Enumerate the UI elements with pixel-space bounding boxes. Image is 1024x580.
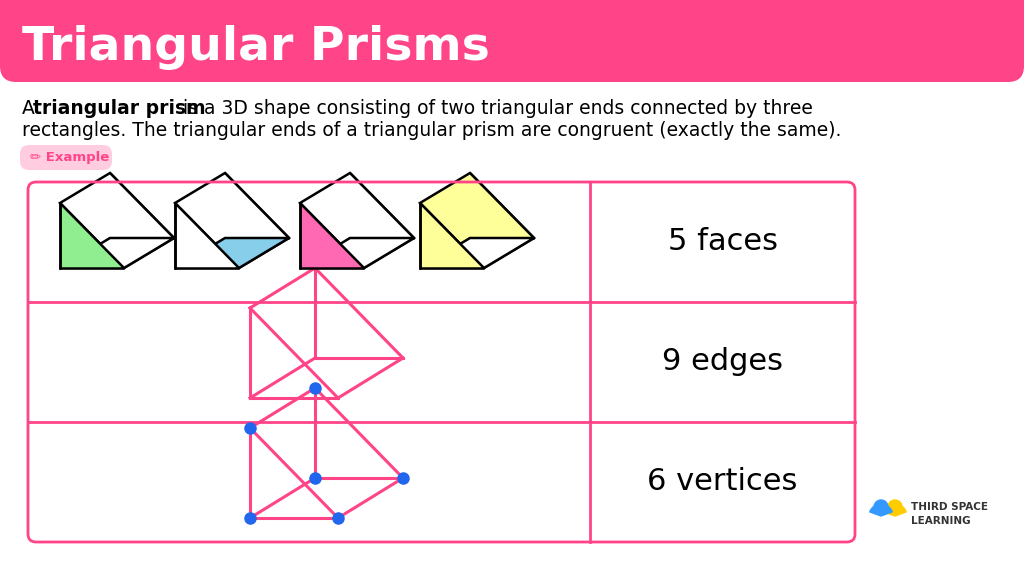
- Circle shape: [874, 500, 888, 514]
- Text: Triangular Prisms: Triangular Prisms: [22, 24, 489, 70]
- Polygon shape: [470, 173, 534, 238]
- Text: triangular prism: triangular prism: [33, 99, 206, 118]
- Text: THIRD SPACE
LEARNING: THIRD SPACE LEARNING: [911, 502, 988, 526]
- Text: 6 vertices: 6 vertices: [647, 467, 798, 496]
- FancyBboxPatch shape: [20, 145, 112, 170]
- Polygon shape: [420, 173, 534, 268]
- Polygon shape: [420, 238, 534, 268]
- Polygon shape: [350, 173, 414, 238]
- Polygon shape: [300, 238, 414, 268]
- FancyBboxPatch shape: [0, 0, 1024, 82]
- Polygon shape: [60, 173, 174, 268]
- Text: A: A: [22, 99, 41, 118]
- Text: 5 faces: 5 faces: [668, 227, 777, 256]
- Bar: [0, 0, 1024, 20]
- Polygon shape: [60, 238, 174, 268]
- Text: 9 edges: 9 edges: [662, 347, 783, 376]
- Polygon shape: [420, 203, 484, 268]
- Wedge shape: [884, 504, 906, 516]
- Polygon shape: [175, 203, 239, 268]
- Circle shape: [888, 500, 902, 514]
- Polygon shape: [175, 173, 289, 268]
- Polygon shape: [300, 203, 364, 268]
- Polygon shape: [110, 173, 174, 238]
- Polygon shape: [60, 203, 124, 268]
- Polygon shape: [225, 173, 289, 238]
- Text: rectangles. The triangular ends of a triangular prism are congruent (exactly the: rectangles. The triangular ends of a tri…: [22, 121, 842, 140]
- Text: is a 3D shape consisting of two triangular ends connected by three: is a 3D shape consisting of two triangul…: [177, 99, 813, 118]
- Polygon shape: [175, 238, 289, 268]
- Text: ✏ Example: ✏ Example: [30, 150, 110, 164]
- Wedge shape: [869, 504, 892, 516]
- Polygon shape: [300, 173, 414, 268]
